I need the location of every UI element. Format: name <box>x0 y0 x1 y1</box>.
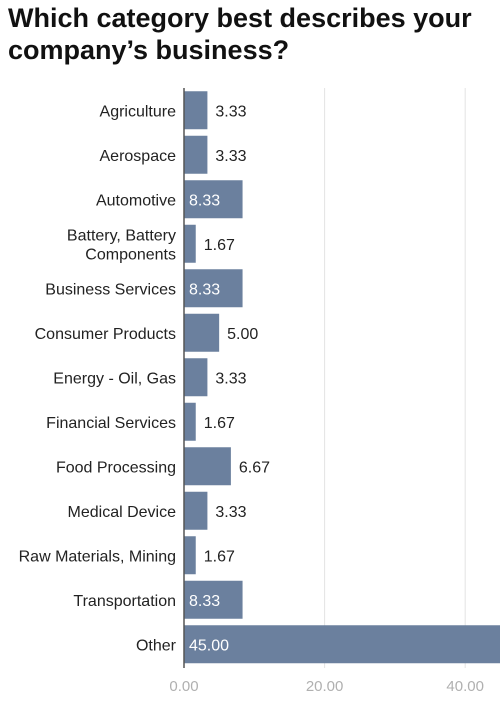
value-label: 1.67 <box>204 237 235 254</box>
category-label: Consumer Products <box>35 326 176 343</box>
bar <box>184 491 208 530</box>
category-label: Medical Device <box>68 504 177 521</box>
bar <box>184 91 208 130</box>
value-label: 3.33 <box>215 370 246 387</box>
category-label: Financial Services <box>46 415 176 432</box>
category-label: Business Services <box>45 281 176 298</box>
value-label: 1.67 <box>204 548 235 565</box>
chart-title: Which category best describes your compa… <box>8 3 472 65</box>
bar <box>184 313 220 352</box>
category-label: Transportation <box>73 593 176 610</box>
category-label: Agriculture <box>100 103 177 120</box>
category-label: Raw Materials, Mining <box>19 548 176 565</box>
bar <box>184 269 243 308</box>
category-label: Battery, Battery Components <box>67 227 176 263</box>
value-label: 5.00 <box>227 326 258 343</box>
bar <box>184 536 196 575</box>
bar <box>184 625 500 664</box>
value-label: 3.33 <box>215 103 246 120</box>
bar <box>184 358 208 397</box>
x-tick-labels: 0.00 20.00 40.00 <box>169 678 484 695</box>
bar <box>184 447 231 486</box>
bar <box>184 135 208 174</box>
bar <box>184 580 243 619</box>
x-tick-label: 0.00 <box>169 678 198 695</box>
bar <box>184 402 196 441</box>
grid-lines <box>324 88 466 668</box>
bar <box>184 180 243 219</box>
bar <box>184 224 196 263</box>
category-label: Food Processing <box>56 459 176 476</box>
value-label: 45.00 <box>189 637 229 654</box>
value-label: 8.33 <box>189 192 220 209</box>
value-label: 8.33 <box>189 593 220 610</box>
x-tick-label: 40.00 <box>446 678 484 695</box>
category-label: Aerospace <box>100 148 177 165</box>
value-label: 8.33 <box>189 281 220 298</box>
category-labels: Agriculture Aerospace Automotive Battery, B… <box>19 103 177 654</box>
bars <box>184 91 500 664</box>
value-label: 6.67 <box>239 459 270 476</box>
category-label: Energy - Oil, Gas <box>53 370 176 387</box>
value-label: 1.67 <box>204 415 235 432</box>
value-label: 3.33 <box>215 148 246 165</box>
value-label: 3.33 <box>215 504 246 521</box>
value-labels: 3.33 3.33 8.33 1.67 8.33 5.00 3.33 1.67 6.67 3.33… <box>189 103 270 654</box>
x-tick-label: 20.00 <box>306 678 344 695</box>
category-label: Automotive <box>96 192 176 209</box>
category-label: Other <box>136 637 177 654</box>
